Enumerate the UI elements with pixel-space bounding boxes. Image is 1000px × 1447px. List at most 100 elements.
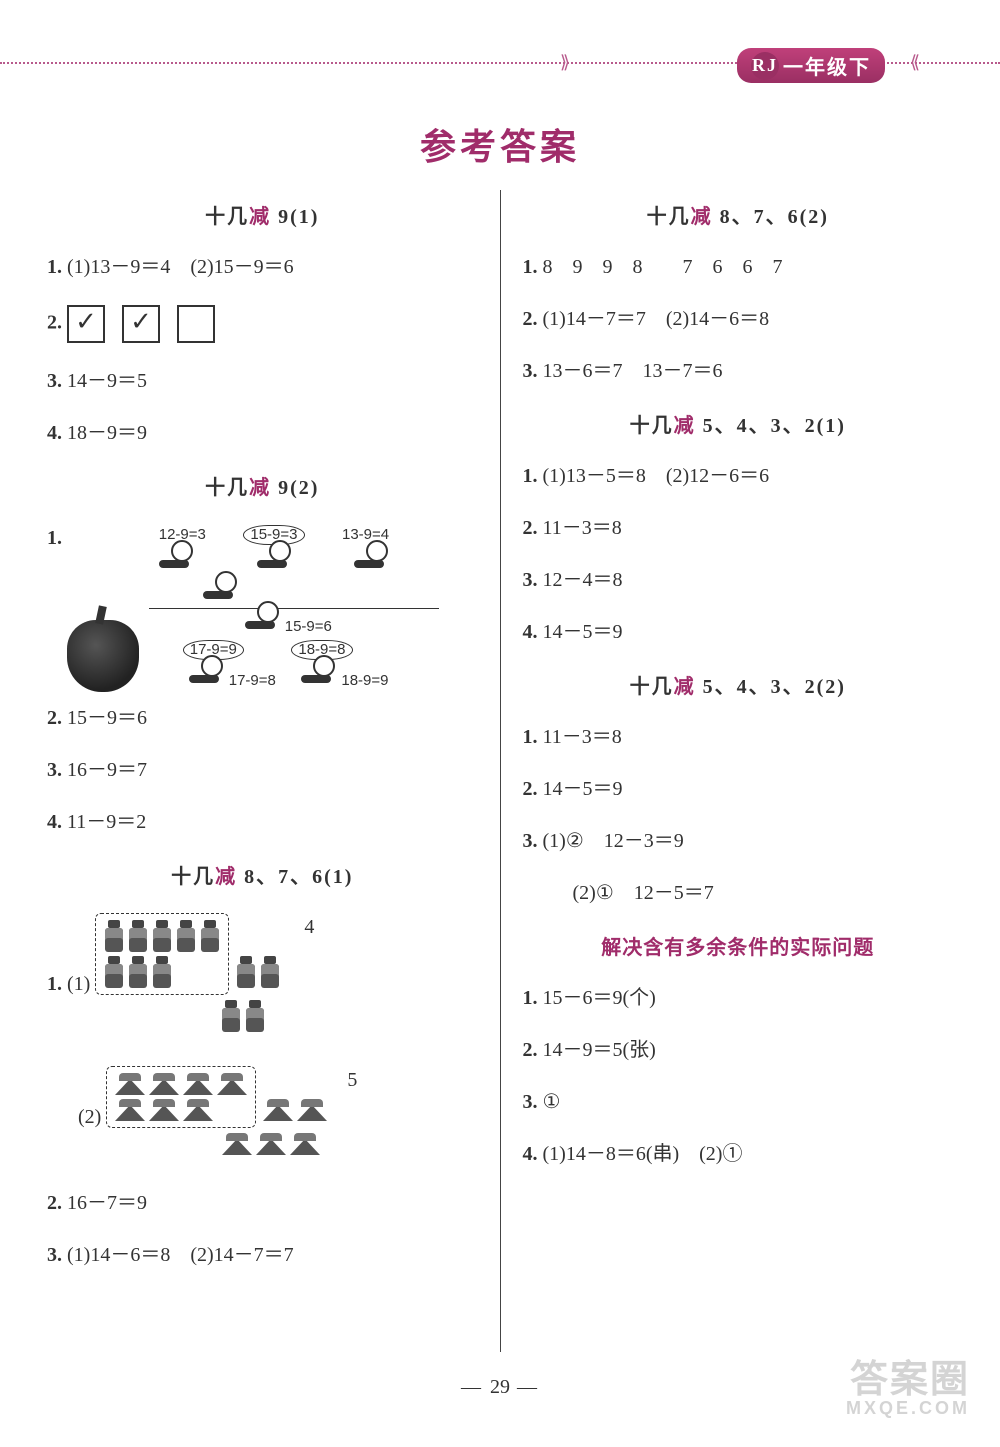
answer-text: 14－5＝9 (543, 778, 623, 800)
cake-icon (297, 1099, 327, 1121)
heading-text: 十几 (205, 206, 249, 228)
item-number: 4. (523, 621, 538, 643)
answer-text: 5 (347, 1069, 357, 1091)
item-number: 2. (523, 778, 538, 800)
item-number: 3. (47, 370, 62, 392)
heading-accent: 减 (674, 415, 696, 437)
answer-line: 1. 12-9=3 15-9=3 13-9=4 (47, 524, 478, 692)
answer-text: 14－9＝5(张) (543, 1039, 656, 1061)
item-number: 1. (47, 256, 62, 278)
answer-line: 1. 8 9 9 8 7 6 6 7 (523, 253, 954, 281)
bottle-icon (105, 920, 123, 952)
heading-text: 十几 (171, 866, 215, 888)
heading-accent: 减 (249, 206, 271, 228)
cake-icon (115, 1099, 145, 1121)
cake-icon (149, 1073, 179, 1095)
item-number: 1. (523, 726, 538, 748)
cake-icon (183, 1099, 213, 1121)
item-number: 4. (47, 811, 62, 833)
answer-text: 14－5＝9 (543, 621, 623, 643)
answer-text: 8 9 9 8 7 6 6 7 (543, 256, 783, 278)
answer-text: (1)14－7＝7 (2)14－6＝8 (543, 308, 770, 330)
cake-icon (217, 1073, 247, 1095)
cake-icon (263, 1099, 293, 1121)
answer-text: 15－9＝6 (67, 707, 147, 729)
answer-text: 16－9＝7 (67, 759, 147, 781)
heading-text: 十几 (630, 415, 674, 437)
cake-group (106, 1066, 256, 1128)
answer-line: 2. 14－9＝5(张) (523, 1036, 954, 1064)
arrow-deco-right: ⟪ (910, 52, 920, 73)
answer-line: 2. ✓ ✓ (47, 305, 478, 343)
sub-label: (2) (78, 1106, 101, 1128)
cake-icon (183, 1073, 213, 1095)
right-column: 十几减 8、7、6(2) 1. 8 9 9 8 7 6 6 7 2. (1)14… (501, 190, 976, 1352)
heading-accent: 减 (249, 477, 271, 499)
answer-text: (2)① 12－5＝7 (573, 882, 714, 904)
answer-line: 3. (1)14－6＝8 (2)14－7＝7 (47, 1241, 478, 1269)
grade-badge: RJ 一年级下 (737, 48, 885, 83)
snail-icon (239, 607, 285, 631)
sub-label: (1) (67, 973, 90, 995)
snail-icon (348, 546, 394, 570)
section-heading: 十几减 8、7、6(1) (47, 860, 478, 889)
item-number: 4. (523, 1143, 538, 1165)
diagram-label: 17-9=8 (229, 672, 276, 689)
answer-line: 1. (1)13－5＝8 (2)12－6＝6 (523, 462, 954, 490)
checkbox: ✓ (122, 305, 160, 343)
section-heading: 十几减 9(1) (47, 200, 478, 229)
item-number: 4. (47, 422, 62, 444)
bottle-icon (153, 920, 171, 952)
item-number: 1. (47, 973, 62, 995)
arrow-deco-left: ⟫ (560, 52, 570, 73)
answer-text: 16－7＝9 (67, 1192, 147, 1214)
heading-text: 十几 (647, 206, 691, 228)
heading-accent: 减 (674, 676, 696, 698)
answer-line: 2. 15－9＝6 (47, 704, 478, 732)
answer-text: (1)14－6＝8 (2)14－7＝7 (67, 1244, 294, 1266)
answer-line: 2. (1)14－7＝7 (2)14－6＝8 (523, 305, 954, 333)
bottle-group (95, 913, 229, 995)
left-column: 十几减 9(1) 1. (1)13－9＝4 (2)15－9＝6 2. ✓ ✓ 3… (25, 190, 501, 1352)
item-number: 2. (523, 517, 538, 539)
apple-icon (67, 620, 139, 692)
answer-text: 13－6＝7 13－7＝6 (543, 360, 723, 382)
answer-line: (2) 5 (47, 1066, 478, 1165)
answer-line: 3. ① (523, 1088, 954, 1116)
item-number: 3. (47, 1244, 62, 1266)
heading-accent: 减 (215, 866, 237, 888)
answer-line: 2. 14－5＝9 (523, 775, 954, 803)
bottle-icon (105, 956, 123, 988)
bottle-icon (201, 920, 219, 952)
snail-icon (153, 546, 199, 570)
answer-text: (1)14－8＝6(串) (2)① (543, 1143, 743, 1165)
item-number: 1. (523, 465, 538, 487)
item-number: 2. (47, 1192, 62, 1214)
diagram-label: 18-9=9 (341, 672, 388, 689)
snail-icon (295, 661, 341, 685)
bottle-icon (153, 956, 171, 988)
watermark-text: 答案圈 (846, 1361, 970, 1399)
page-number-value: 29 (490, 1376, 510, 1398)
item-number: 1. (523, 256, 538, 278)
answer-text: 11－3＝8 (543, 726, 622, 748)
answer-line: (2)① 12－5＝7 (523, 879, 954, 907)
section-heading: 解决含有多余条件的实际问题 (523, 931, 954, 960)
answer-line: 4. 11－9＝2 (47, 808, 478, 836)
watermark: 答案圈 MXQE.COM (846, 1361, 970, 1417)
answer-line: 2. 16－7＝9 (47, 1189, 478, 1217)
bottle-icon (246, 1000, 264, 1032)
answer-text: (1)13－9＝4 (2)15－9＝6 (67, 256, 294, 278)
diagram-label: 15-9=6 (285, 618, 332, 635)
snail-diagram: 12-9=3 15-9=3 13-9=4 15-9=6 (67, 524, 439, 692)
answer-line: 1. 11－3＝8 (523, 723, 954, 751)
answer-line: 4. (1)14－8＝6(串) (2)① (523, 1140, 954, 1168)
answer-line: 1. 15－6＝9(个) (523, 984, 954, 1012)
item-number: 2. (523, 1039, 538, 1061)
badge-prefix: RJ (751, 52, 779, 80)
answer-text: 4 (304, 916, 314, 938)
snail-icon (197, 577, 243, 601)
heading-text: 8、7、6(1) (237, 866, 353, 888)
bottle-icon (129, 920, 147, 952)
answer-line: 3. 14－9＝5 (47, 367, 478, 395)
